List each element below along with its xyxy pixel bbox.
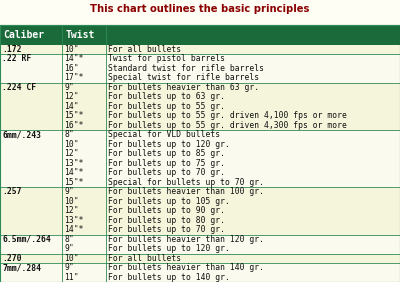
Text: 16"*: 16"* xyxy=(64,121,84,130)
Text: Twist: Twist xyxy=(65,30,94,40)
Text: For bullets up to 80 gr.: For bullets up to 80 gr. xyxy=(108,216,226,225)
Text: 16": 16" xyxy=(64,64,79,73)
Text: 6.5mm/.264: 6.5mm/.264 xyxy=(2,235,51,244)
Text: Standard twist for rifle barrels: Standard twist for rifle barrels xyxy=(108,64,264,73)
Text: 10": 10" xyxy=(64,197,79,206)
Text: For bullets up to 105 gr.: For bullets up to 105 gr. xyxy=(108,197,230,206)
Text: For bullets up to 85 gr.: For bullets up to 85 gr. xyxy=(108,149,226,158)
Bar xyxy=(0,111,400,120)
Bar xyxy=(0,73,400,83)
Text: Special for VLD bullets: Special for VLD bullets xyxy=(108,130,220,139)
Text: For all bullets: For all bullets xyxy=(108,254,182,263)
Text: For bullets up to 140 gr.: For bullets up to 140 gr. xyxy=(108,273,230,282)
Text: 9": 9" xyxy=(64,83,74,92)
Bar xyxy=(0,120,400,130)
Text: 11": 11" xyxy=(64,273,79,282)
Text: 9": 9" xyxy=(64,244,74,253)
Text: 8": 8" xyxy=(64,130,74,139)
Bar xyxy=(0,178,400,187)
Bar xyxy=(0,254,400,263)
Text: 12": 12" xyxy=(64,149,79,158)
Bar xyxy=(0,63,400,73)
Text: For bullets up to 70 gr.: For bullets up to 70 gr. xyxy=(108,225,226,234)
Text: 9": 9" xyxy=(64,187,74,196)
Text: For bullets up to 75 gr.: For bullets up to 75 gr. xyxy=(108,159,226,168)
Bar xyxy=(0,140,400,149)
Bar xyxy=(0,158,400,168)
Bar xyxy=(0,92,400,102)
Text: For bullets up to 120 gr.: For bullets up to 120 gr. xyxy=(108,244,230,253)
Text: 9": 9" xyxy=(64,263,74,272)
Text: For bullets up to 70 gr.: For bullets up to 70 gr. xyxy=(108,168,226,177)
Text: .270: .270 xyxy=(2,254,22,263)
Text: Special twist for rifle barrels: Special twist for rifle barrels xyxy=(108,73,260,82)
Bar xyxy=(0,102,400,111)
Bar xyxy=(0,25,400,45)
Bar xyxy=(0,215,400,225)
Text: For bullets heavier than 63 gr.: For bullets heavier than 63 gr. xyxy=(108,83,260,92)
Text: .257: .257 xyxy=(2,187,22,196)
Text: 6mm/.243: 6mm/.243 xyxy=(2,130,42,139)
Text: 17"*: 17"* xyxy=(64,73,84,82)
Text: 15"*: 15"* xyxy=(64,111,84,120)
Bar xyxy=(0,197,400,206)
Bar xyxy=(0,83,400,92)
Bar xyxy=(0,149,400,158)
Text: Caliber: Caliber xyxy=(3,30,44,40)
Text: .22 RF: .22 RF xyxy=(2,54,32,63)
Text: 10": 10" xyxy=(64,140,79,149)
Bar xyxy=(0,45,400,54)
Text: 10": 10" xyxy=(64,45,79,54)
Text: 14"*: 14"* xyxy=(64,225,84,234)
Text: For bullets up to 120 gr.: For bullets up to 120 gr. xyxy=(108,140,230,149)
Bar xyxy=(0,206,400,215)
Bar xyxy=(0,168,400,178)
Text: Special for bullets up to 70 gr.: Special for bullets up to 70 gr. xyxy=(108,178,264,187)
Text: 13"*: 13"* xyxy=(64,159,84,168)
Text: For bullets heavier than 100 gr.: For bullets heavier than 100 gr. xyxy=(108,187,264,196)
Text: 13"*: 13"* xyxy=(64,216,84,225)
Text: 12": 12" xyxy=(64,206,79,215)
Text: For bullets up to 90 gr.: For bullets up to 90 gr. xyxy=(108,206,226,215)
Text: 14": 14" xyxy=(64,102,79,111)
Bar xyxy=(0,187,400,197)
Bar xyxy=(0,235,400,244)
Text: 10": 10" xyxy=(64,254,79,263)
Text: Twist for pistol barrels: Twist for pistol barrels xyxy=(108,54,226,63)
Text: For bullets heavier than 120 gr.: For bullets heavier than 120 gr. xyxy=(108,235,264,244)
Text: For bullets up to 55 gr. driven 4,100 fps or more: For bullets up to 55 gr. driven 4,100 fp… xyxy=(108,111,347,120)
Text: For bullets up to 55 gr.: For bullets up to 55 gr. xyxy=(108,102,226,111)
Text: For bullets up to 63 gr.: For bullets up to 63 gr. xyxy=(108,92,226,101)
Bar xyxy=(0,263,400,272)
Bar xyxy=(0,130,400,140)
Text: This chart outlines the basic principles: This chart outlines the basic principles xyxy=(90,4,310,14)
Text: 14"*: 14"* xyxy=(64,168,84,177)
Text: 15"*: 15"* xyxy=(64,178,84,187)
Bar xyxy=(0,225,400,235)
Text: 14"*: 14"* xyxy=(64,54,84,63)
Text: 12": 12" xyxy=(64,92,79,101)
Text: For bullets heavier than 140 gr.: For bullets heavier than 140 gr. xyxy=(108,263,264,272)
Text: 7mm/.284: 7mm/.284 xyxy=(2,263,42,272)
Bar xyxy=(0,272,400,282)
Text: .224 CF: .224 CF xyxy=(2,83,36,92)
Text: For all bullets: For all bullets xyxy=(108,45,182,54)
Text: For bullets up to 55 gr. driven 4,300 fps or more: For bullets up to 55 gr. driven 4,300 fp… xyxy=(108,121,347,130)
Text: 8": 8" xyxy=(64,235,74,244)
Text: .172: .172 xyxy=(2,45,22,54)
Bar xyxy=(0,54,400,63)
Bar xyxy=(0,244,400,254)
